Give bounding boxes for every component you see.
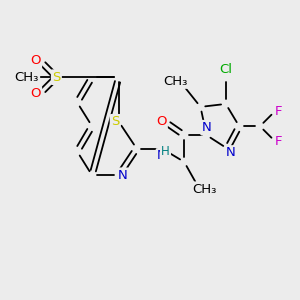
Text: N: N xyxy=(202,121,211,134)
Text: CH₃: CH₃ xyxy=(14,71,39,84)
Text: O: O xyxy=(30,54,41,67)
Text: F: F xyxy=(275,135,282,148)
Text: CH₃: CH₃ xyxy=(163,74,188,88)
Text: S: S xyxy=(111,115,119,128)
Text: N: N xyxy=(157,149,167,162)
Text: CH₃: CH₃ xyxy=(192,183,216,196)
Text: S: S xyxy=(52,71,61,84)
Text: N: N xyxy=(226,146,236,160)
Text: N: N xyxy=(118,169,127,182)
Text: O: O xyxy=(156,115,166,128)
Text: F: F xyxy=(275,105,282,118)
Text: H: H xyxy=(161,145,170,158)
Text: O: O xyxy=(30,87,41,100)
Text: Cl: Cl xyxy=(219,63,232,76)
